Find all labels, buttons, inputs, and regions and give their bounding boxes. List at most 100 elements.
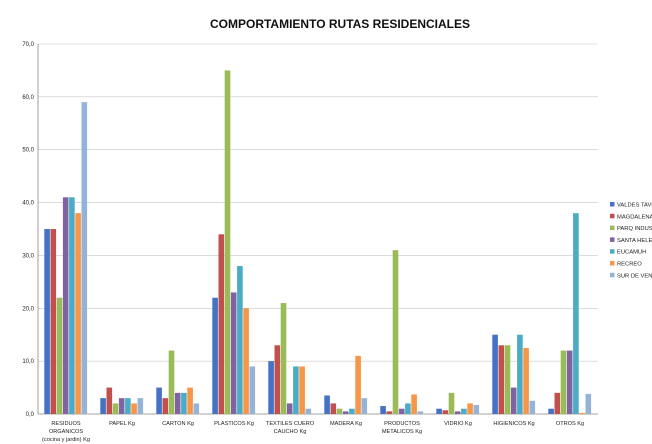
bar-sur-de-venec-4 bbox=[305, 408, 312, 414]
bar-magdalena-1 bbox=[106, 387, 113, 414]
category-label: RESIDUOS bbox=[51, 421, 80, 427]
y-tick-label: 10,0 bbox=[22, 359, 34, 365]
bar-sur-de-venec-8 bbox=[529, 400, 536, 414]
bar-valdes-tave-3 bbox=[212, 297, 218, 414]
bar-parq-indust-0 bbox=[56, 297, 63, 414]
bar-recreo-2 bbox=[187, 387, 193, 414]
bar-valdes-tave-4 bbox=[268, 361, 274, 414]
category-label: ORGANICOS bbox=[49, 429, 83, 435]
bar-parq-indust-7 bbox=[448, 392, 455, 414]
y-tick-label: 50,0 bbox=[22, 148, 34, 154]
bar-parq-indust-3 bbox=[224, 70, 231, 414]
bar-recreo-1 bbox=[131, 403, 137, 414]
category-label: MADERA Kg bbox=[330, 421, 362, 427]
category-label: CARTON Kg bbox=[162, 421, 194, 427]
legend-label: SUR DE VENEC bbox=[617, 273, 652, 279]
bar-valdes-tave-1 bbox=[100, 398, 106, 414]
category-label: PAPEL Kg bbox=[109, 421, 135, 427]
bar-parq-indust-5 bbox=[336, 408, 343, 414]
bar-eucamuh-4 bbox=[293, 366, 299, 414]
y-tick-label: 20,0 bbox=[22, 306, 34, 312]
bar-magdalena-9 bbox=[554, 392, 561, 414]
legend-label: PARQ INDUST bbox=[617, 226, 652, 232]
bar-valdes-tave-7 bbox=[436, 408, 442, 414]
bar-valdes-tave-8 bbox=[492, 334, 498, 414]
y-tick-label: 60,0 bbox=[22, 95, 34, 101]
category-label: METALICOS Kg bbox=[382, 429, 422, 435]
bar-santa-helen-6 bbox=[398, 408, 405, 414]
legend-swatch bbox=[610, 272, 615, 278]
bar-sur-de-venec-7 bbox=[473, 405, 480, 414]
bar-parq-indust-1 bbox=[112, 403, 119, 414]
chart-title: COMPORTAMIENTO RUTAS RESIDENCIALES bbox=[210, 17, 470, 31]
bar-parq-indust-4 bbox=[280, 303, 287, 414]
bar-valdes-tave-6 bbox=[380, 406, 386, 414]
y-tick-label: 40,0 bbox=[22, 201, 34, 207]
bar-magdalena-6 bbox=[386, 411, 393, 414]
bar-santa-helen-1 bbox=[118, 398, 125, 414]
bar-parq-indust-6 bbox=[392, 250, 399, 414]
category-labels: RESIDUOS ORGANICOS (cocina y jardin) Kg PAP… bbox=[42, 421, 584, 443]
bar-sur-de-venec-0 bbox=[81, 102, 88, 415]
bar-magdalena-7 bbox=[442, 410, 449, 414]
legend: VALDES TAVE MAGDALENA PARQ INDUST SANTA HEL… bbox=[610, 202, 652, 279]
bar-eucamuh-7 bbox=[461, 408, 467, 414]
bar-recreo-6 bbox=[411, 394, 417, 414]
bar-magdalena-2 bbox=[162, 398, 169, 414]
bar-parq-indust-8 bbox=[504, 345, 511, 414]
bar-recreo-9 bbox=[579, 412, 585, 414]
category-label: OTROS Kg bbox=[556, 421, 584, 427]
bar-eucamuh-9 bbox=[573, 213, 579, 414]
legend-label: EUCAMUH bbox=[617, 250, 646, 256]
bar-eucamuh-3 bbox=[237, 266, 243, 414]
bar-eucamuh-5 bbox=[349, 408, 355, 414]
legend-swatch bbox=[610, 202, 615, 207]
bar-valdes-tave-0 bbox=[44, 229, 50, 414]
y-tick-label: 70,0 bbox=[22, 42, 34, 48]
legend-label: RECREO bbox=[617, 262, 642, 268]
bar-recreo-5 bbox=[355, 355, 361, 414]
bar-recreo-0 bbox=[75, 213, 81, 414]
category-label: PLASTICOS Kg bbox=[214, 421, 254, 427]
legend-swatch bbox=[610, 225, 615, 231]
legend-label: SANTA HELEN bbox=[617, 238, 652, 244]
bar-sur-de-venec-5 bbox=[361, 398, 368, 414]
bar-sur-de-venec-3 bbox=[249, 366, 256, 414]
category-label: TEXTILES CUERO bbox=[266, 421, 315, 427]
bar-eucamuh-0 bbox=[69, 197, 75, 414]
bar-magdalena-3 bbox=[218, 234, 225, 414]
bar-santa-helen-0 bbox=[62, 197, 69, 414]
category-label: CAUCHO Kg bbox=[274, 429, 307, 435]
legend-label: VALDES TAVE bbox=[617, 203, 652, 209]
category-label: (cocina y jardin) Kg bbox=[42, 437, 90, 443]
bar-magdalena-8 bbox=[498, 345, 505, 414]
bar-sur-de-venec-6 bbox=[417, 411, 424, 414]
bar-magdalena-0 bbox=[50, 229, 57, 414]
bar-valdes-tave-5 bbox=[324, 395, 330, 414]
bar-recreo-3 bbox=[243, 308, 249, 414]
grid-lines bbox=[38, 43, 598, 362]
bar-recreo-8 bbox=[523, 347, 529, 414]
bar-santa-helen-5 bbox=[342, 411, 349, 414]
bar-sur-de-venec-9 bbox=[585, 393, 592, 414]
category-label: PRODUCTOS bbox=[384, 421, 420, 427]
bar-eucamuh-6 bbox=[405, 403, 411, 414]
bar-eucamuh-1 bbox=[125, 398, 131, 414]
bar-recreo-7 bbox=[467, 403, 473, 414]
y-tick-label: 0,0 bbox=[26, 412, 35, 418]
bar-magdalena-4 bbox=[274, 345, 281, 414]
legend-swatch bbox=[610, 261, 615, 266]
bar-sur-de-venec-1 bbox=[137, 398, 144, 414]
bar-valdes-tave-9 bbox=[548, 408, 554, 414]
bar-santa-helen-4 bbox=[286, 403, 293, 414]
y-tick-labels: 0,0 10,0 20,0 30,0 40,0 50,0 60,0 70,0 bbox=[22, 42, 34, 418]
bar-eucamuh-8 bbox=[517, 334, 523, 414]
bar-magdalena-5 bbox=[330, 403, 337, 414]
bar-santa-helen-3 bbox=[230, 292, 237, 414]
bar-valdes-tave-2 bbox=[156, 387, 162, 414]
bar-eucamuh-2 bbox=[181, 392, 187, 414]
bar-santa-helen-9 bbox=[566, 350, 573, 414]
bar-santa-helen-2 bbox=[174, 392, 181, 414]
bar-parq-indust-2 bbox=[168, 350, 175, 414]
